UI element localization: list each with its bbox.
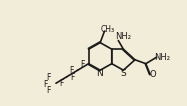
Text: F: F — [60, 80, 64, 89]
Text: F: F — [47, 73, 51, 82]
Text: F: F — [43, 80, 47, 89]
Text: F: F — [81, 60, 85, 69]
Text: O: O — [149, 70, 156, 79]
Text: NH₂: NH₂ — [154, 53, 170, 62]
Text: F: F — [47, 86, 51, 95]
Text: F: F — [70, 66, 74, 75]
Text: F: F — [70, 73, 75, 82]
Text: NH₂: NH₂ — [115, 32, 131, 41]
Text: CH₃: CH₃ — [101, 25, 115, 34]
Text: N: N — [96, 69, 103, 78]
Text: S: S — [121, 69, 127, 78]
